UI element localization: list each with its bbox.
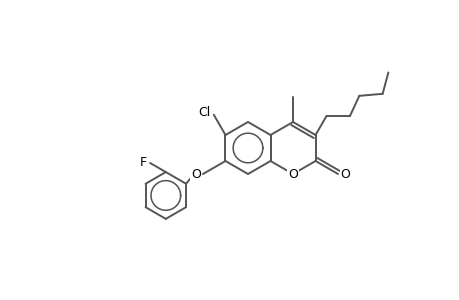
Text: F: F: [140, 157, 147, 169]
Text: O: O: [287, 167, 297, 181]
Text: O: O: [339, 167, 349, 181]
Text: O: O: [190, 167, 201, 181]
Text: Cl: Cl: [198, 106, 210, 119]
